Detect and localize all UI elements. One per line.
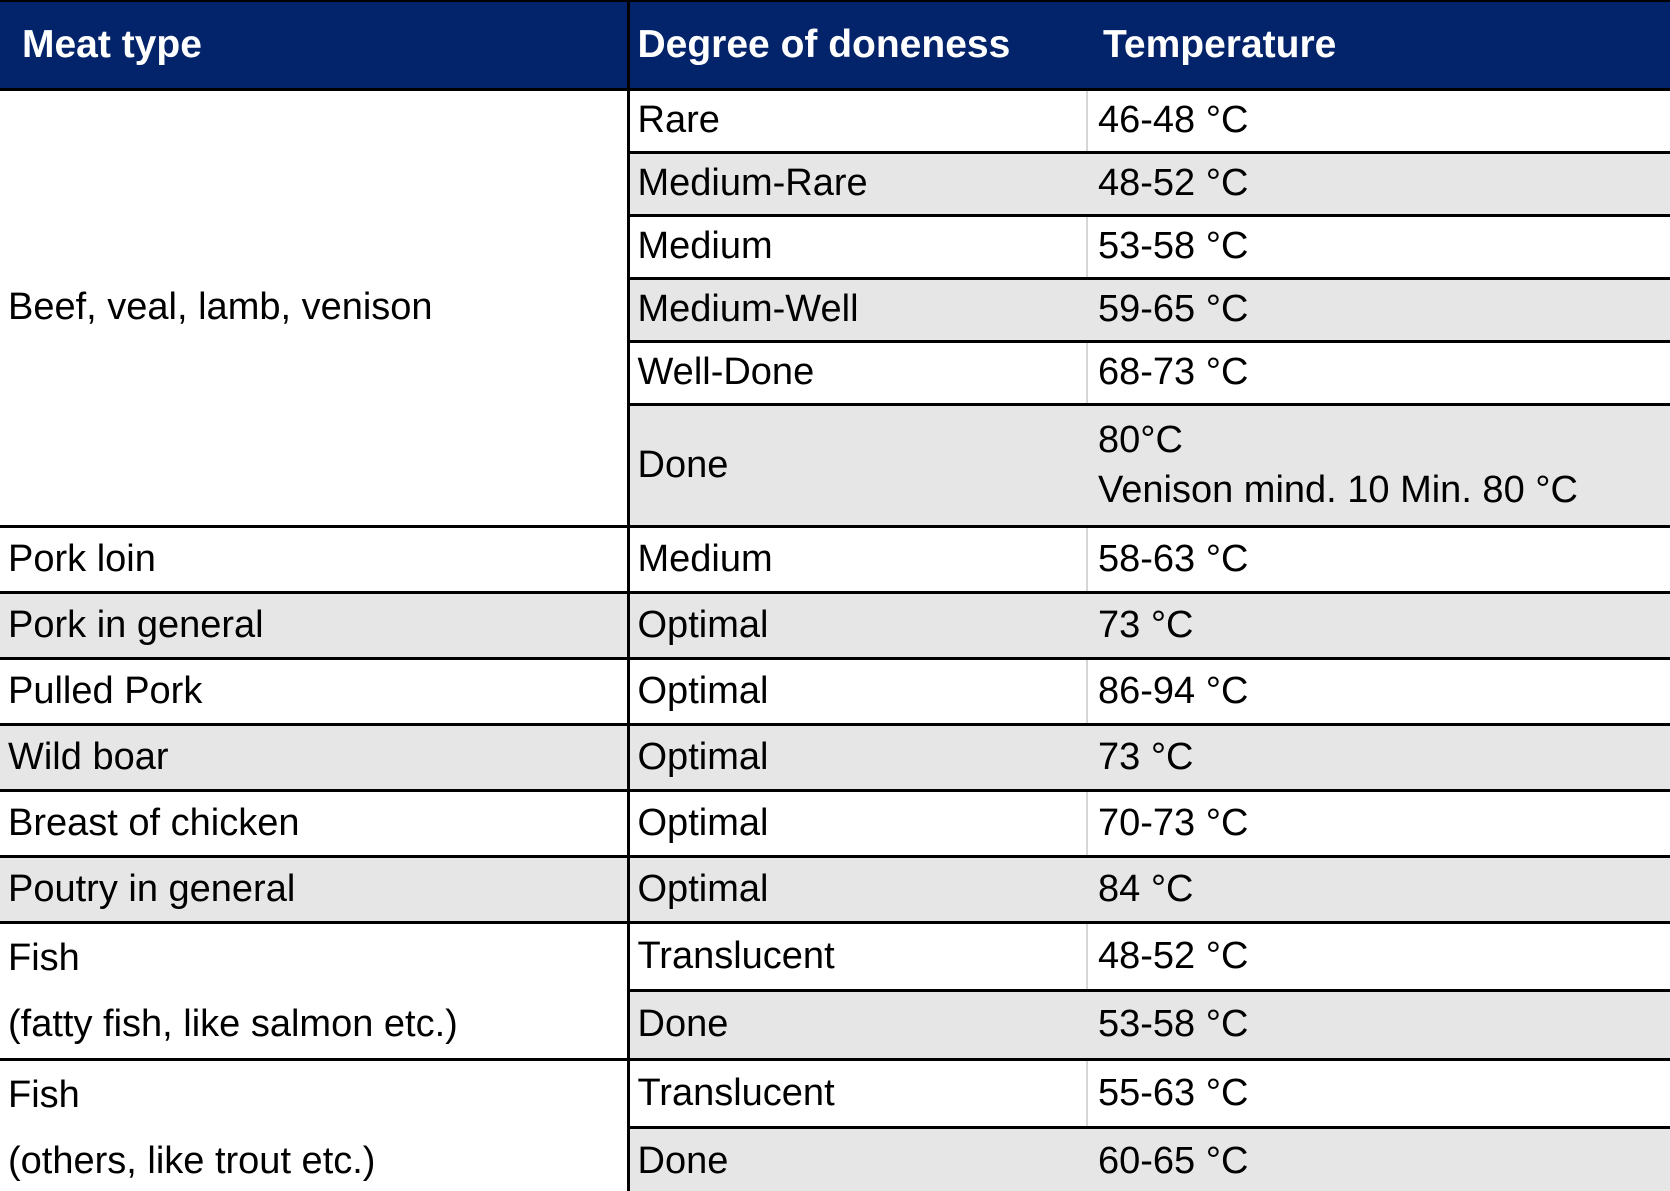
temperature-cell: 53-58 °C — [1086, 213, 1670, 278]
meat-type-line: Fish — [8, 936, 80, 979]
table-row: Fish (others, like trout etc.) Transluce… — [0, 1057, 1670, 1191]
table-row: Breast of chicken Optimal 70-73 °C — [0, 788, 1670, 856]
meat-type-line: (others, like trout etc.) — [8, 1139, 376, 1182]
meat-type-cell: Pork in general — [0, 590, 628, 658]
doneness-cell: Medium-Well — [626, 276, 1087, 341]
meat-type-cell: Beef, veal, lamb, venison — [0, 87, 628, 526]
doneness-cell: Optimal — [626, 590, 1087, 658]
table-header-row: Meat type Degree of doneness Temperature — [0, 1, 1670, 91]
doneness-cell: Translucent — [626, 1057, 1087, 1128]
doneness-cell: Optimal — [626, 854, 1087, 922]
meat-type-line: (fatty fish, like salmon etc.) — [8, 1002, 458, 1045]
table-row: Pulled Pork Optimal 86-94 °C — [0, 656, 1670, 724]
temperature-line: 80°C — [1098, 419, 1183, 461]
doneness-cell: Optimal — [626, 722, 1087, 790]
temperature-cell: 73 °C — [1086, 722, 1670, 790]
temperature-cell: 68-73 °C — [1086, 339, 1670, 404]
meat-type-cell: Pork loin — [0, 524, 628, 592]
doneness-cell: Done — [626, 989, 1087, 1059]
temperature-cell: 46-48 °C — [1086, 87, 1670, 152]
meat-type-cell: Breast of chicken — [0, 788, 628, 856]
temperature-cell: 86-94 °C — [1086, 656, 1670, 724]
temperature-cell: 48-52 °C — [1086, 150, 1670, 215]
temperature-cell: 58-63 °C — [1086, 524, 1670, 592]
meat-type-line: Fish — [8, 1073, 80, 1116]
table-row: Pork in general Optimal 73 °C — [0, 590, 1670, 658]
doneness-cell: Medium — [626, 524, 1087, 592]
doneness-cell: Optimal — [626, 788, 1087, 856]
table-row: Wild boar Optimal 73 °C — [0, 722, 1670, 790]
meat-type-cell: Fish (fatty fish, like salmon etc.) — [0, 920, 628, 1059]
column-header-meat-type: Meat type — [0, 1, 628, 91]
meat-type-cell: Poutry in general — [0, 854, 628, 922]
table-row: Well-Done 68-73 °C — [0, 339, 1670, 404]
temperature-cell: 80°C Venison mind. 10 Min. 80 °C — [1086, 402, 1670, 526]
column-header-temperature: Temperature — [1087, 1, 1670, 91]
temperature-line: Venison mind. 10 Min. 80 °C — [1098, 469, 1578, 511]
doneness-cell: Optimal — [626, 656, 1087, 724]
meat-type-cell: Wild boar — [0, 722, 628, 790]
column-header-doneness: Degree of doneness — [626, 1, 1087, 91]
temperature-cell: 84 °C — [1086, 854, 1670, 922]
table-row: Medium 53-58 °C — [0, 213, 1670, 278]
table-row: Medium-Rare 48-52 °C — [0, 150, 1670, 215]
table-row: Done 60-65 °C — [0, 1126, 1670, 1191]
meat-type-cell: Fish (others, like trout etc.) — [0, 1057, 628, 1191]
table-row: Fish (fatty fish, like salmon etc.) Tran… — [0, 920, 1670, 1059]
doneness-cell: Translucent — [626, 920, 1087, 991]
table-row: Done 80°C Venison mind. 10 Min. 80 °C — [0, 402, 1670, 526]
temperature-cell: 73 °C — [1086, 590, 1670, 658]
temperature-cell: 48-52 °C — [1086, 920, 1670, 991]
table-row: Poutry in general Optimal 84 °C — [0, 854, 1670, 922]
table-row: Beef, veal, lamb, venison Rare 46-48 °C — [0, 87, 1670, 526]
doneness-cell: Rare — [626, 87, 1087, 152]
temperature-cell: 55-63 °C — [1086, 1057, 1670, 1128]
table-row: Medium-Well 59-65 °C — [0, 276, 1670, 341]
meat-type-cell: Pulled Pork — [0, 656, 628, 724]
doneness-cell: Well-Done — [626, 339, 1087, 404]
temperature-cell: 59-65 °C — [1086, 276, 1670, 341]
table-row: Pork loin Medium 58-63 °C — [0, 524, 1670, 592]
table-row: Done 53-58 °C — [0, 989, 1670, 1059]
doneness-cell: Done — [626, 402, 1087, 526]
temperature-cell: 53-58 °C — [1086, 989, 1670, 1059]
doneness-cell: Done — [626, 1126, 1087, 1191]
temperature-cell: 70-73 °C — [1086, 788, 1670, 856]
doneness-cell: Medium — [626, 213, 1087, 278]
temperature-cell: 60-65 °C — [1086, 1126, 1670, 1191]
doneness-cell: Medium-Rare — [626, 150, 1087, 215]
